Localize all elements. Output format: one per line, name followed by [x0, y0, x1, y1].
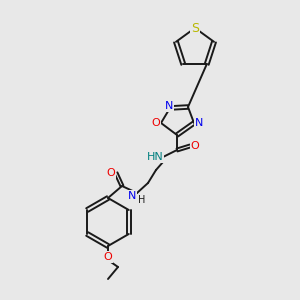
Text: S: S — [191, 22, 199, 34]
Text: H: H — [138, 195, 146, 205]
Text: N: N — [195, 118, 203, 128]
Text: O: O — [152, 118, 160, 128]
Text: O: O — [103, 252, 112, 262]
Text: O: O — [190, 141, 200, 151]
Text: HN: HN — [147, 152, 164, 162]
Text: O: O — [106, 168, 116, 178]
Text: N: N — [165, 101, 173, 111]
Text: N: N — [128, 191, 136, 201]
